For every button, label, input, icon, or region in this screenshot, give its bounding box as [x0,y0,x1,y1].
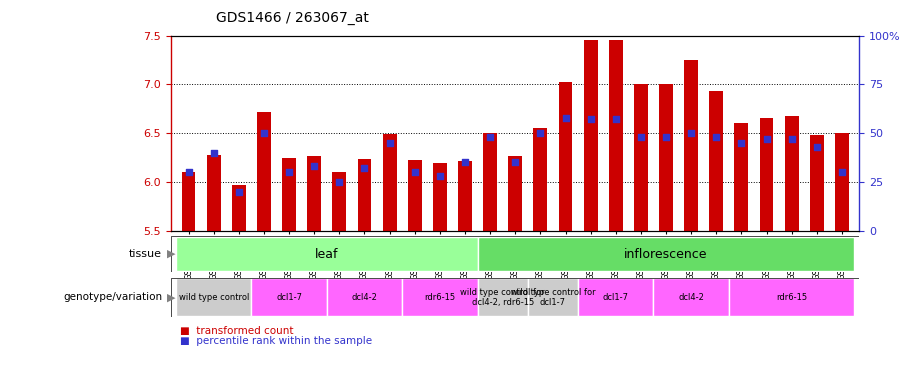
Point [206,150,220,156]
Text: dcl1-7: dcl1-7 [276,292,302,302]
Point [810,144,824,150]
Bar [634,84,648,231]
Bar [653,278,729,316]
Bar [760,118,773,231]
Text: dcl4-2: dcl4-2 [352,292,377,302]
Point [785,136,799,142]
Point [382,140,397,146]
Bar [232,185,246,231]
Point [709,134,724,140]
Text: ■  transformed count: ■ transformed count [180,326,293,336]
Bar [176,278,251,316]
Bar [835,133,849,231]
Text: wild type control for
dcl1-7: wild type control for dcl1-7 [510,288,595,306]
Text: ■  percentile rank within the sample: ■ percentile rank within the sample [180,336,372,346]
Text: ▶: ▶ [166,292,175,302]
Text: GDS1466 / 263067_at: GDS1466 / 263067_at [216,11,369,25]
Bar [483,133,497,231]
Bar [478,278,527,316]
Text: dcl4-2: dcl4-2 [679,292,704,302]
Point [558,114,572,120]
Point [231,189,246,195]
Point [583,117,598,123]
Bar [408,160,421,231]
Text: dcl1-7: dcl1-7 [603,292,629,302]
Text: leaf: leaf [315,248,338,261]
Point [508,159,522,165]
Bar [207,154,220,231]
Bar [307,156,321,231]
Point [408,169,422,175]
Text: ▶: ▶ [166,249,175,259]
Point [684,130,698,136]
Bar [729,278,854,316]
Point [307,163,321,169]
Point [483,134,498,140]
Text: wild type control for
dcl4-2, rdr6-15: wild type control for dcl4-2, rdr6-15 [461,288,545,306]
Text: rdr6-15: rdr6-15 [424,292,455,302]
Bar [810,135,824,231]
Bar [684,60,698,231]
Bar [609,40,623,231]
Bar [559,82,572,231]
Point [282,169,296,175]
Text: wild type control: wild type control [178,292,249,302]
Text: rdr6-15: rdr6-15 [776,292,807,302]
Bar [584,40,598,231]
Bar [357,159,372,231]
Point [458,159,473,165]
Point [332,179,347,185]
Bar [527,278,578,316]
Point [734,140,749,146]
Bar [382,134,397,231]
Text: tissue: tissue [129,249,162,259]
Bar [402,278,478,316]
Point [433,173,447,179]
Bar [785,116,798,231]
Text: inflorescence: inflorescence [625,248,707,261]
Point [357,165,372,171]
Bar [458,161,472,231]
Bar [332,172,347,231]
Bar [257,112,271,231]
Point [256,130,271,136]
Point [182,169,196,175]
Bar [327,278,402,316]
Bar [709,91,724,231]
Bar [508,156,522,231]
Bar [182,172,195,231]
Point [760,136,774,142]
Bar [283,158,296,231]
Bar [478,237,854,271]
Point [659,134,673,140]
Bar [734,123,748,231]
Text: genotype/variation: genotype/variation [63,292,162,302]
Point [834,169,849,175]
Bar [251,278,327,316]
Bar [659,84,673,231]
Bar [534,128,547,231]
Point [608,117,623,123]
Bar [433,164,446,231]
Bar [578,278,653,316]
Point [634,134,648,140]
Point [533,130,547,136]
Bar [176,237,478,271]
